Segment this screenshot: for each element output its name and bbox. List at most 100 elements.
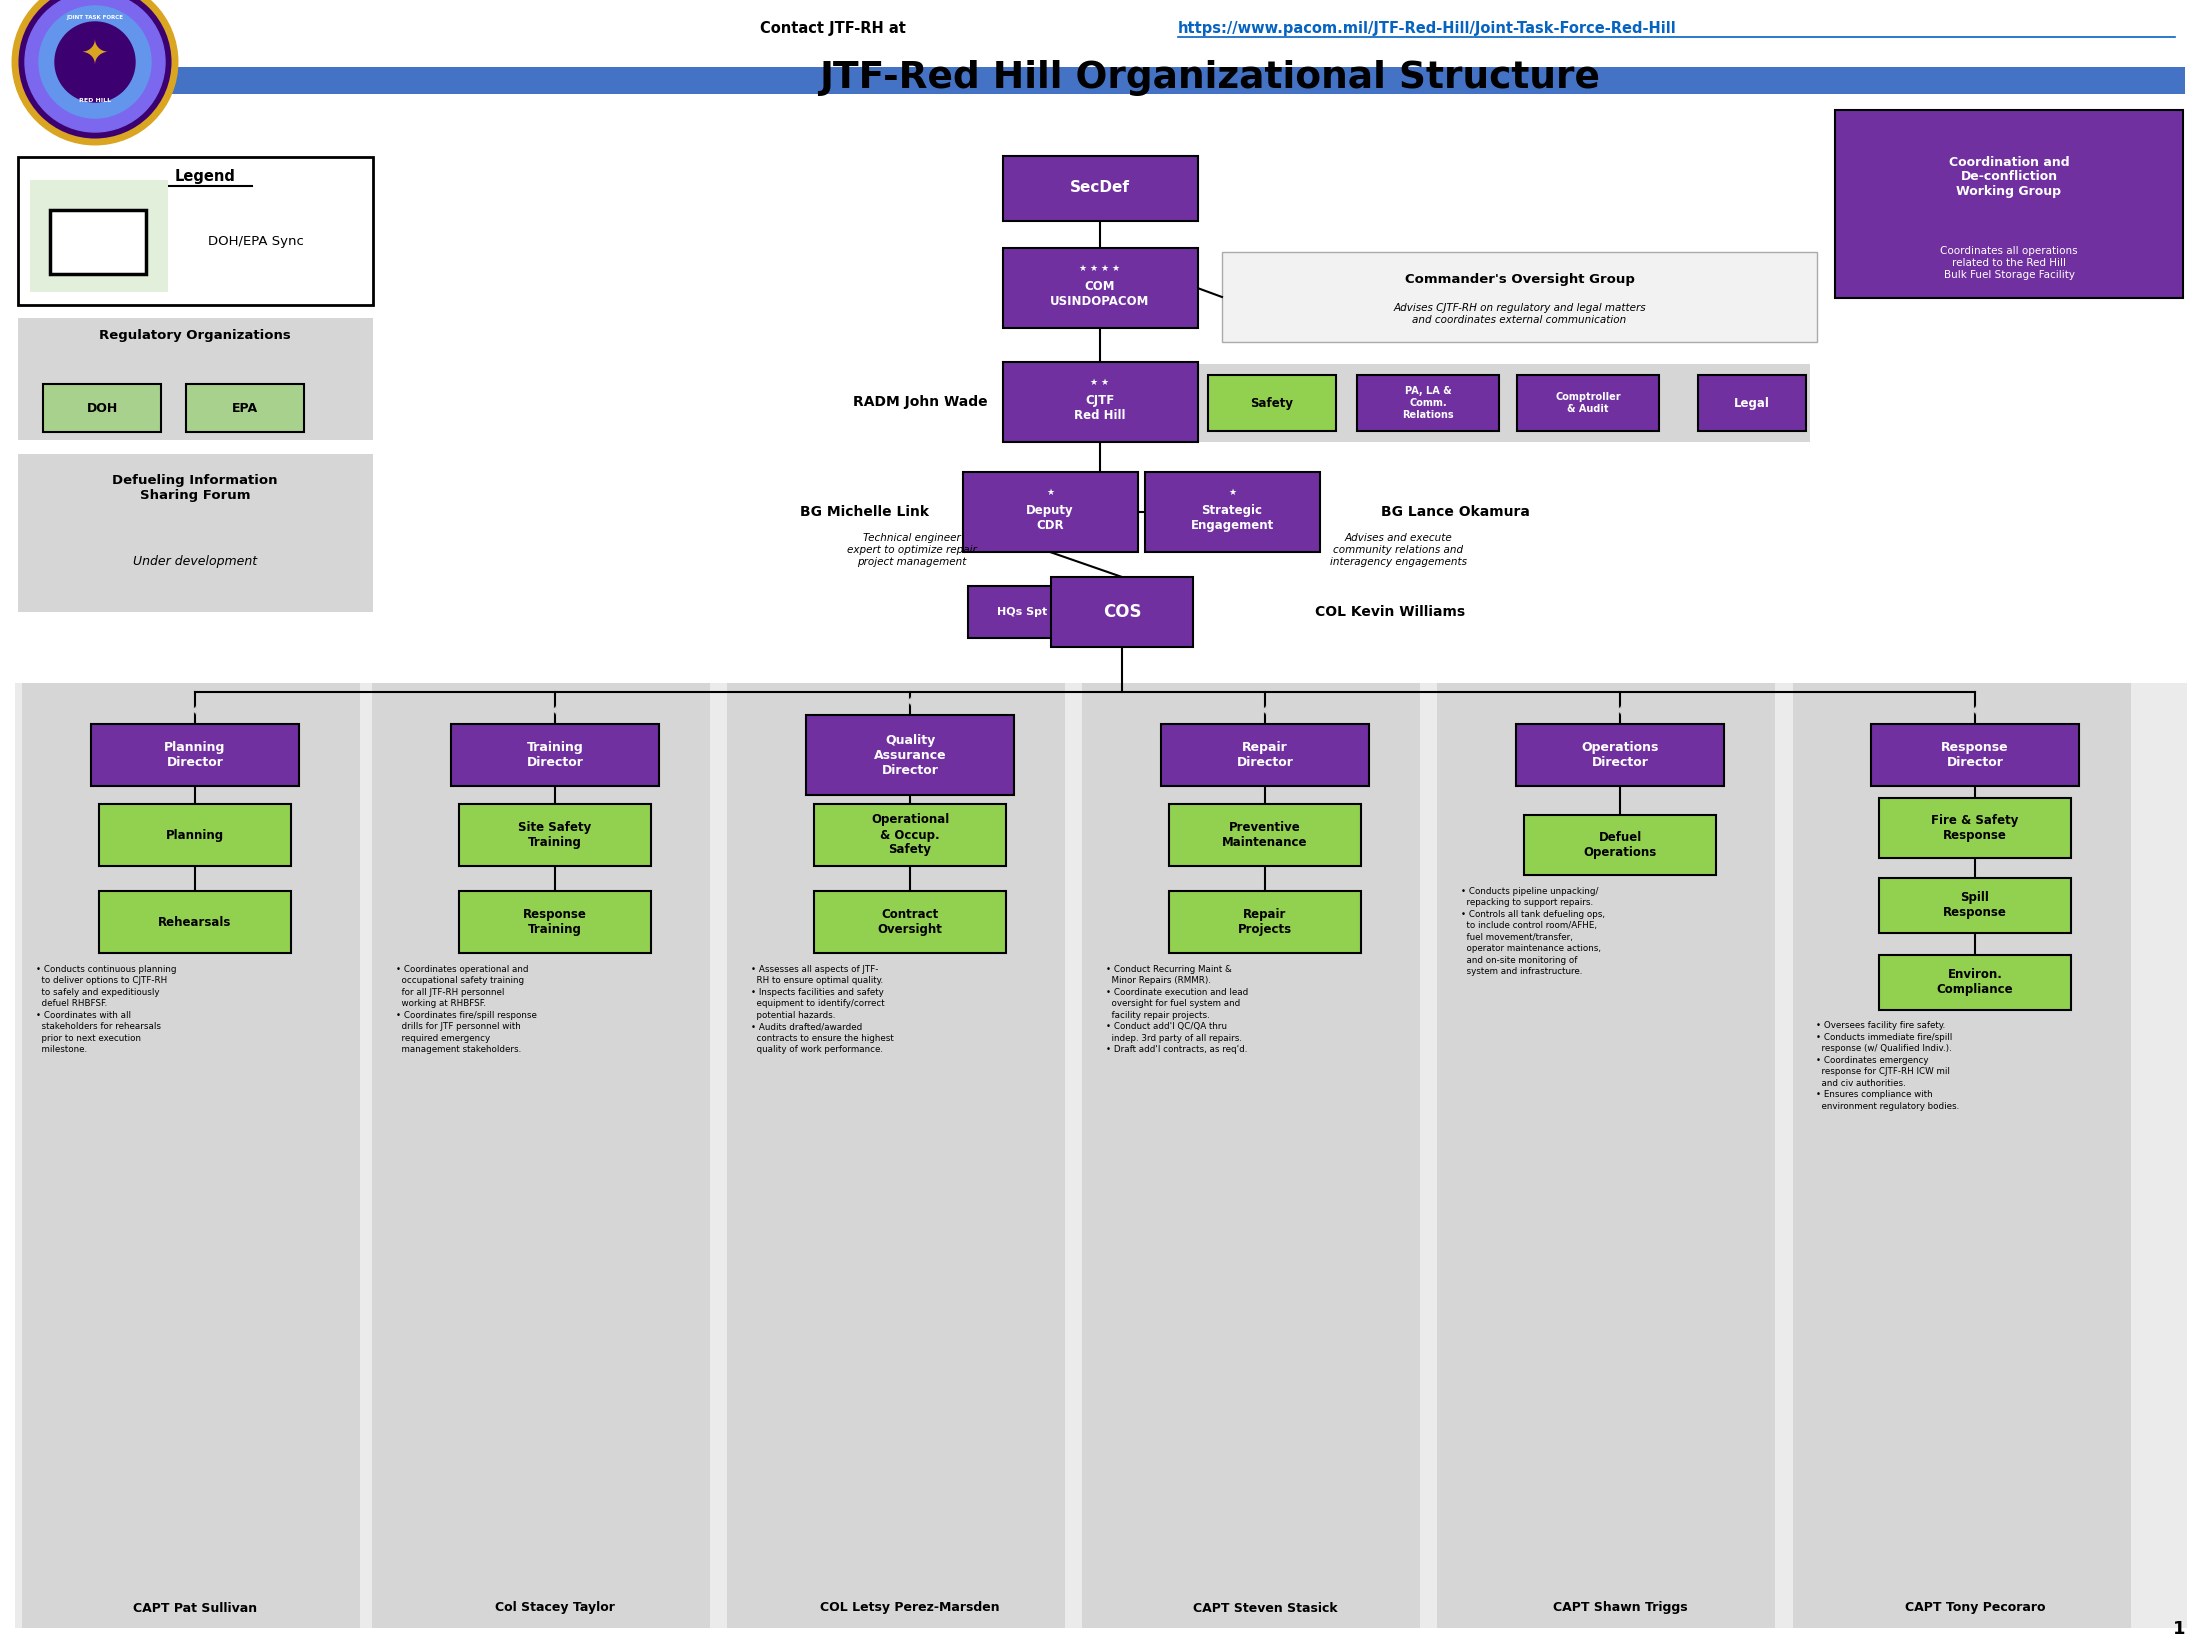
Text: Regulatory Organizations: Regulatory Organizations	[99, 328, 290, 342]
FancyBboxPatch shape	[805, 714, 1014, 795]
Text: ★: ★	[1045, 488, 1054, 497]
Text: Comptroller
& Audit: Comptroller & Audit	[1555, 393, 1621, 414]
FancyBboxPatch shape	[99, 891, 290, 954]
Text: • Oversees facility fire safety.
• Conducts immediate fire/spill
  response (w/ : • Oversees facility fire safety. • Condu…	[1815, 1021, 1960, 1110]
Text: Response
Director: Response Director	[1940, 741, 2009, 769]
FancyBboxPatch shape	[18, 454, 374, 612]
FancyBboxPatch shape	[1162, 724, 1368, 785]
FancyBboxPatch shape	[1698, 375, 1806, 431]
Text: Response
Training: Response Training	[524, 908, 587, 936]
Circle shape	[13, 0, 176, 144]
Text: RADM John Wade: RADM John Wade	[854, 394, 988, 409]
FancyBboxPatch shape	[964, 472, 1137, 553]
Text: CAPT Pat Sullivan: CAPT Pat Sullivan	[132, 1602, 257, 1614]
Text: Strategic
Engagement: Strategic Engagement	[1190, 503, 1274, 531]
Text: Repair
Projects: Repair Projects	[1239, 908, 1291, 936]
Text: ✦: ✦	[1969, 706, 1980, 719]
Text: • Conducts pipeline unpacking/
  repacking to support repairs.
• Controls all ta: • Conducts pipeline unpacking/ repacking…	[1461, 888, 1606, 977]
FancyBboxPatch shape	[451, 724, 660, 785]
FancyBboxPatch shape	[187, 384, 304, 432]
Text: PA, LA &
Comm.
Relations: PA, LA & Comm. Relations	[1401, 386, 1454, 419]
Text: • Conducts continuous planning
  to deliver options to CJTF-RH
  to safely and e: • Conducts continuous planning to delive…	[35, 965, 176, 1054]
Text: JOINT TASK FORCE: JOINT TASK FORCE	[66, 15, 123, 20]
Text: 1: 1	[2174, 1620, 2185, 1638]
Text: Contact JTF-RH at: Contact JTF-RH at	[759, 20, 911, 36]
FancyBboxPatch shape	[1188, 365, 1811, 442]
FancyBboxPatch shape	[1052, 578, 1192, 647]
FancyBboxPatch shape	[1357, 375, 1498, 431]
FancyBboxPatch shape	[18, 157, 374, 305]
FancyBboxPatch shape	[1870, 724, 2079, 785]
Text: ★: ★	[1228, 488, 1236, 497]
FancyBboxPatch shape	[1003, 155, 1197, 221]
FancyBboxPatch shape	[154, 68, 2185, 94]
Text: ✦: ✦	[1261, 706, 1269, 719]
FancyBboxPatch shape	[1879, 954, 2070, 1010]
Text: ✦: ✦	[81, 38, 110, 71]
FancyBboxPatch shape	[1144, 472, 1320, 553]
Text: Advises and execute
community relations and
interagency engagements: Advises and execute community relations …	[1329, 533, 1467, 566]
Text: Fire & Safety
Response: Fire & Safety Response	[1932, 813, 2020, 842]
Text: HQs Spt: HQs Spt	[997, 607, 1047, 617]
Text: CAPT Tony Pecoraro: CAPT Tony Pecoraro	[1905, 1602, 2046, 1614]
Text: BG Lance Okamura: BG Lance Okamura	[1382, 505, 1529, 520]
FancyBboxPatch shape	[1003, 248, 1197, 328]
Text: ✦: ✦	[550, 706, 561, 719]
FancyBboxPatch shape	[22, 683, 361, 1629]
Text: • Assesses all aspects of JTF-
  RH to ensure optimal quality.
• Inspects facili: • Assesses all aspects of JTF- RH to ens…	[750, 965, 893, 1054]
FancyBboxPatch shape	[1879, 799, 2070, 858]
Text: ★ ★ ★ ★: ★ ★ ★ ★	[1080, 264, 1120, 272]
Text: Technical engineer
expert to optimize repair
project management: Technical engineer expert to optimize re…	[847, 533, 977, 566]
Text: • Conduct Recurring Maint &
  Minor Repairs (RMMR).
• Coordinate execution and l: • Conduct Recurring Maint & Minor Repair…	[1107, 965, 1247, 1054]
Text: Deputy
CDR: Deputy CDR	[1025, 503, 1074, 531]
FancyBboxPatch shape	[1168, 804, 1362, 866]
FancyBboxPatch shape	[460, 804, 651, 866]
Text: Spill
Response: Spill Response	[1943, 891, 2006, 919]
FancyBboxPatch shape	[1516, 724, 1725, 785]
Text: COS: COS	[1102, 602, 1142, 620]
FancyBboxPatch shape	[1208, 375, 1335, 431]
Text: CAPT Shawn Triggs: CAPT Shawn Triggs	[1553, 1602, 1687, 1614]
FancyBboxPatch shape	[1082, 683, 1419, 1629]
Text: DOH: DOH	[86, 401, 117, 414]
Circle shape	[40, 7, 152, 119]
Text: Contract
Oversight: Contract Oversight	[878, 908, 942, 936]
FancyBboxPatch shape	[1168, 891, 1362, 954]
Text: COM
USINDOPACOM: COM USINDOPACOM	[1049, 280, 1151, 309]
Text: CJTF
Red Hill: CJTF Red Hill	[1074, 394, 1126, 422]
Text: Defueling Information
Sharing Forum: Defueling Information Sharing Forum	[112, 474, 277, 502]
FancyBboxPatch shape	[968, 586, 1076, 639]
FancyBboxPatch shape	[1525, 815, 1716, 875]
Text: Operational
& Occup.
Safety: Operational & Occup. Safety	[871, 813, 948, 856]
FancyBboxPatch shape	[1835, 111, 2182, 299]
Text: ✦: ✦	[904, 696, 915, 710]
Text: Planning: Planning	[165, 828, 224, 842]
Text: Under development: Under development	[132, 556, 257, 569]
FancyBboxPatch shape	[814, 891, 1005, 954]
Text: SecDef: SecDef	[1069, 180, 1131, 195]
FancyBboxPatch shape	[15, 683, 2187, 1629]
Text: Defuel
Operations: Defuel Operations	[1584, 832, 1657, 860]
Text: Col Stacey Taylor: Col Stacey Taylor	[495, 1602, 616, 1614]
FancyBboxPatch shape	[90, 724, 299, 785]
Text: JTF-Red Hill Organizational Structure: JTF-Red Hill Organizational Structure	[818, 59, 1602, 96]
Text: DOH/EPA Sync: DOH/EPA Sync	[209, 236, 304, 249]
FancyBboxPatch shape	[814, 804, 1005, 866]
Text: CAPT Steven Stasick: CAPT Steven Stasick	[1192, 1602, 1338, 1614]
Text: Legend: Legend	[174, 170, 235, 185]
FancyBboxPatch shape	[726, 683, 1065, 1629]
Circle shape	[24, 0, 165, 132]
FancyBboxPatch shape	[1003, 361, 1197, 442]
Text: Site Safety
Training: Site Safety Training	[519, 822, 592, 850]
FancyBboxPatch shape	[99, 804, 290, 866]
Text: COL Letsy Perez-Marsden: COL Letsy Perez-Marsden	[821, 1602, 999, 1614]
Text: ★ ★: ★ ★	[1091, 378, 1109, 388]
FancyBboxPatch shape	[1221, 252, 1817, 342]
Text: ✦: ✦	[189, 706, 200, 719]
Text: Coordination and
De-confliction
Working Group: Coordination and De-confliction Working …	[1949, 155, 2070, 198]
FancyBboxPatch shape	[1437, 683, 1775, 1629]
Text: ✦: ✦	[1615, 706, 1626, 719]
FancyBboxPatch shape	[44, 384, 161, 432]
Text: Training
Director: Training Director	[526, 741, 583, 769]
FancyBboxPatch shape	[51, 210, 145, 274]
